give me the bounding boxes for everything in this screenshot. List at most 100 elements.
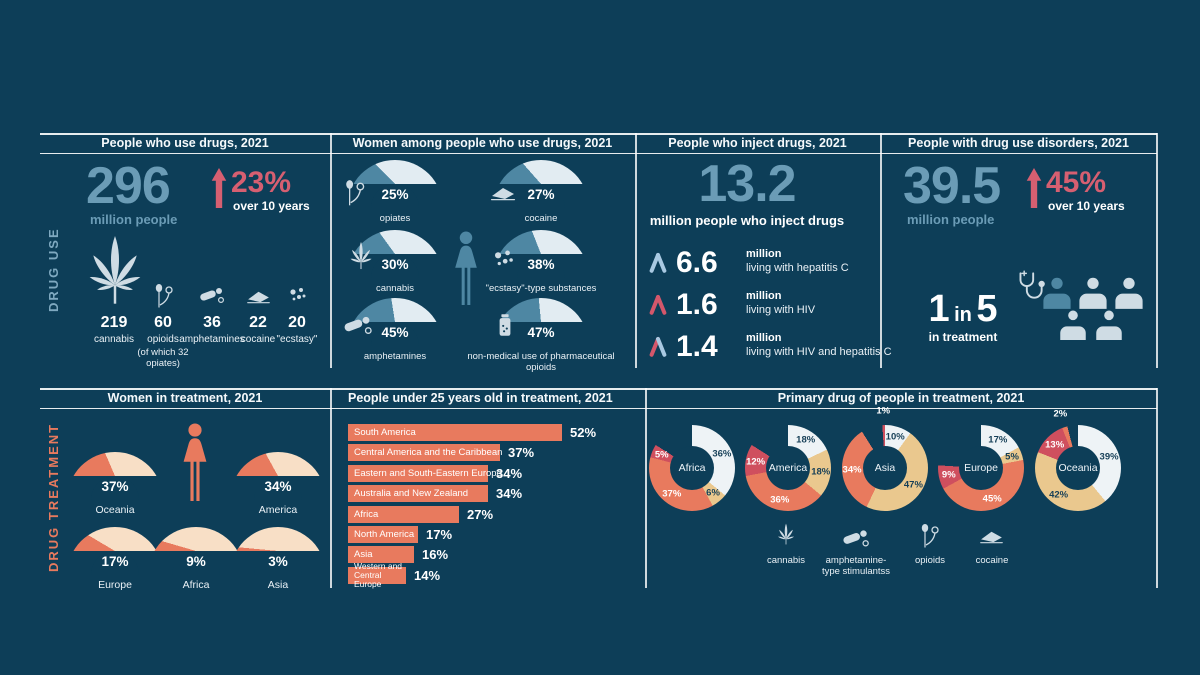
gauge-name: Oceania (95, 504, 135, 516)
amphetamine-pills-icon (841, 526, 871, 552)
use-big-number: 296 (86, 157, 171, 215)
substance-label: "ecstasy" (276, 334, 318, 345)
separator (330, 388, 332, 588)
up-arrow-icon (1026, 168, 1042, 208)
bar: Asia (348, 546, 414, 563)
gauge-value: 34% (264, 479, 292, 494)
legend-opioids: opioids (914, 555, 946, 566)
gauge-value: 38% (527, 257, 555, 272)
bar-region: South America (354, 427, 416, 438)
separator (330, 133, 332, 368)
panel-title-inject: People who inject drugs, 2021 (668, 136, 847, 150)
cocaine-powder-icon (978, 528, 1005, 545)
donut-region: America (766, 446, 810, 490)
legend-cannabis: cannabis (766, 555, 806, 566)
ratio-word: in (954, 304, 972, 326)
gauge-name: Africa (182, 579, 210, 591)
bar-region: Asia (354, 549, 373, 560)
gauge-value: 47% (527, 325, 555, 340)
bar-value: 34% (496, 466, 523, 481)
cannabis-leaf-icon (344, 240, 378, 276)
donut-slice-label: 10% (885, 431, 905, 443)
cannabis-leaf-icon (74, 234, 156, 316)
top-header-line-top (40, 133, 1157, 135)
top-header-line-bottom (40, 152, 1157, 154)
bar: Central America and the Caribbean (348, 444, 502, 461)
bar: South America (348, 424, 562, 441)
donut-slice-label: 18% (811, 466, 831, 478)
substance-note: (of which 32 opiates) (137, 347, 189, 370)
bar-row: Australia and New Zealand 34% (348, 485, 522, 502)
disorders-big-number: 39.5 (903, 157, 1001, 215)
ratio-in-treatment: 1 in 5 (908, 288, 1018, 331)
bar-value: 17% (426, 527, 453, 542)
donut-slice-label: 12% (746, 456, 766, 468)
separator (635, 133, 637, 368)
bottom-header-line-bottom (40, 407, 1157, 409)
bar-row: Africa 27% (348, 506, 493, 523)
cannabis-leaf-icon (773, 522, 799, 550)
opiates-poppy-icon (341, 178, 369, 208)
person-icon (1076, 276, 1110, 310)
bar-row: South America 52% (348, 424, 596, 441)
inject-label: living with hepatitis C (746, 262, 849, 274)
donut-slice-label: 9% (941, 469, 956, 481)
bar-value: 37% (508, 445, 535, 460)
inject-label: living with HIV (746, 304, 816, 316)
bar-region: Australia and New Zealand (354, 488, 469, 499)
donut-slice-label: 39% (1099, 451, 1119, 463)
inject-big-number: 13.2 (698, 155, 796, 213)
bar: Africa (348, 506, 459, 523)
donut-slice-label: 2% (1053, 408, 1068, 420)
disorders-change-note: over 10 years (1048, 199, 1125, 213)
bar-value: 27% (467, 507, 494, 522)
donut-slice-label: 34% (842, 464, 862, 476)
gauge-value: 45% (381, 325, 409, 340)
inject-value: 1.4 (676, 330, 718, 363)
poppy-icon (918, 522, 942, 550)
donut-region: Asia (863, 446, 907, 490)
ecstasy-dots-icon (287, 286, 309, 306)
up-arrow-icon (211, 168, 227, 208)
donut-slice-label: 47% (903, 479, 923, 491)
bar-region: Western and Central Europe (354, 561, 403, 589)
gauge-name: America (258, 504, 298, 516)
gauge-name: Europe (98, 579, 132, 591)
disorders-change: 45% (1046, 166, 1107, 199)
section-label-drug-use: DRUG USE (46, 227, 61, 313)
donut-slice-label: 13% (1045, 439, 1065, 451)
ratio-numerator: 1 (928, 288, 950, 330)
gauge-name: cannabis (375, 283, 415, 294)
donut-slice-label: 1% (876, 405, 891, 417)
donut-slice-label: 42% (1049, 489, 1069, 501)
bar-row: Eastern and South-Eastern Europe 34% (348, 465, 522, 482)
bar: Eastern and South-Eastern Europe (348, 465, 502, 482)
pills-icon (198, 284, 226, 308)
bar-region: North America (354, 529, 415, 540)
gauge-value: 27% (527, 187, 555, 202)
donut-region: Africa (670, 446, 714, 490)
poppy-icon (151, 282, 177, 310)
inject-value: 1.6 (676, 288, 718, 321)
person-icon (1040, 276, 1074, 310)
amphetamine-pills-icon (342, 312, 374, 340)
gauge-ecstasy: 38% (493, 230, 589, 278)
bar-region: Eastern and South-Eastern Europe (354, 468, 502, 479)
inject-unit: million (746, 332, 782, 344)
bar: North America (348, 526, 418, 543)
panel-title-under25: People under 25 years old in treatment, … (348, 391, 613, 405)
gauge-europe: 17% (67, 527, 163, 575)
donut-slice-label: 6% (706, 487, 720, 499)
bar: Western and Central Europe (348, 562, 406, 588)
bar-value: 52% (570, 425, 597, 440)
panel-title-women-treatment: Women in treatment, 2021 (107, 391, 263, 405)
gauge-name: non-medical use of pharmaceutical opioid… (467, 351, 615, 373)
bar-value: 14% (414, 568, 441, 583)
substance-label: cannabis (93, 334, 135, 345)
woman-icon (448, 226, 484, 312)
separator (1156, 133, 1158, 368)
cocaine-powder-icon (245, 288, 272, 305)
donut-asia: Asia 10% 47% 34% 1% (842, 406, 928, 511)
panel-title-primary-drug: Primary drug of people in treatment, 202… (777, 391, 1025, 405)
legend-cocaine: cocaine (975, 555, 1009, 566)
